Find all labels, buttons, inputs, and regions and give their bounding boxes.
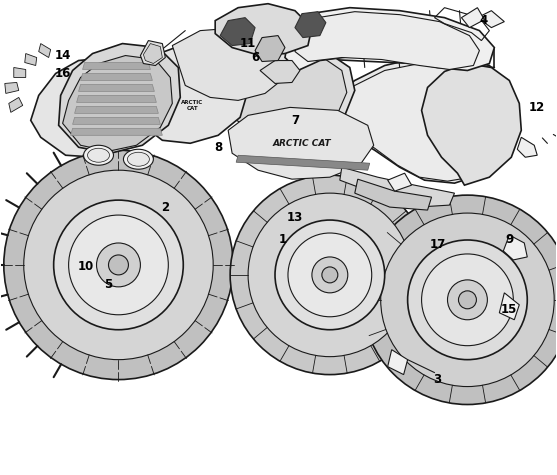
Polygon shape xyxy=(14,67,26,77)
Polygon shape xyxy=(31,57,148,157)
Text: 4: 4 xyxy=(479,14,487,27)
Polygon shape xyxy=(38,44,51,57)
Polygon shape xyxy=(77,95,157,103)
Circle shape xyxy=(458,291,476,309)
Circle shape xyxy=(275,220,385,330)
Circle shape xyxy=(322,267,338,283)
Circle shape xyxy=(447,280,487,320)
Polygon shape xyxy=(79,85,154,91)
Text: 12: 12 xyxy=(529,101,545,114)
Polygon shape xyxy=(228,107,374,179)
Circle shape xyxy=(69,215,168,315)
Text: 9: 9 xyxy=(505,234,514,247)
Text: 6: 6 xyxy=(251,51,259,64)
Polygon shape xyxy=(330,64,511,181)
Ellipse shape xyxy=(124,149,153,169)
Text: 1: 1 xyxy=(279,234,287,247)
Polygon shape xyxy=(5,83,19,94)
Text: 2: 2 xyxy=(162,200,169,214)
Text: 3: 3 xyxy=(433,373,442,386)
Text: 14: 14 xyxy=(55,49,71,62)
Circle shape xyxy=(53,200,183,330)
Text: 15: 15 xyxy=(501,304,517,316)
Text: 8: 8 xyxy=(214,141,222,154)
Circle shape xyxy=(422,254,514,346)
Circle shape xyxy=(230,175,429,375)
Polygon shape xyxy=(461,8,485,28)
Text: ARCTIC CAT: ARCTIC CAT xyxy=(272,139,331,148)
Text: 16: 16 xyxy=(55,67,71,80)
Polygon shape xyxy=(255,36,285,62)
Polygon shape xyxy=(477,10,504,28)
Text: 10: 10 xyxy=(77,260,94,274)
Text: 13: 13 xyxy=(287,210,303,224)
Circle shape xyxy=(312,257,348,293)
Polygon shape xyxy=(58,44,180,153)
Circle shape xyxy=(363,195,557,405)
Polygon shape xyxy=(295,12,326,38)
Polygon shape xyxy=(500,293,519,320)
Circle shape xyxy=(380,213,554,387)
Polygon shape xyxy=(236,155,370,170)
Polygon shape xyxy=(517,137,538,157)
Circle shape xyxy=(109,255,129,275)
Circle shape xyxy=(4,150,233,380)
Polygon shape xyxy=(310,57,519,183)
Polygon shape xyxy=(355,179,432,210)
Circle shape xyxy=(288,233,372,317)
Polygon shape xyxy=(210,48,347,135)
Circle shape xyxy=(96,243,140,287)
Polygon shape xyxy=(388,350,408,375)
Polygon shape xyxy=(340,167,455,207)
Polygon shape xyxy=(72,117,160,124)
Polygon shape xyxy=(196,44,355,137)
Polygon shape xyxy=(388,173,412,191)
Polygon shape xyxy=(215,4,312,56)
Text: 7: 7 xyxy=(291,114,299,127)
Polygon shape xyxy=(260,60,300,84)
Polygon shape xyxy=(220,18,255,46)
Polygon shape xyxy=(143,44,162,64)
Polygon shape xyxy=(504,235,527,260)
Ellipse shape xyxy=(87,148,110,162)
Polygon shape xyxy=(71,128,162,135)
Circle shape xyxy=(408,240,527,360)
Polygon shape xyxy=(82,63,150,69)
Polygon shape xyxy=(172,28,290,100)
Circle shape xyxy=(248,193,412,357)
Polygon shape xyxy=(140,40,165,66)
Polygon shape xyxy=(75,106,158,114)
Polygon shape xyxy=(295,12,480,69)
Polygon shape xyxy=(9,97,23,113)
Ellipse shape xyxy=(128,152,149,166)
Text: 11: 11 xyxy=(240,37,256,50)
Text: ARCTIC
CAT: ARCTIC CAT xyxy=(181,100,203,111)
Polygon shape xyxy=(25,54,37,66)
Ellipse shape xyxy=(84,145,114,165)
Polygon shape xyxy=(285,8,495,70)
Polygon shape xyxy=(81,74,153,80)
Polygon shape xyxy=(422,64,521,185)
Polygon shape xyxy=(62,56,172,151)
Circle shape xyxy=(24,170,213,360)
Text: 17: 17 xyxy=(429,238,446,251)
Text: 5: 5 xyxy=(104,278,113,291)
Polygon shape xyxy=(129,48,248,143)
